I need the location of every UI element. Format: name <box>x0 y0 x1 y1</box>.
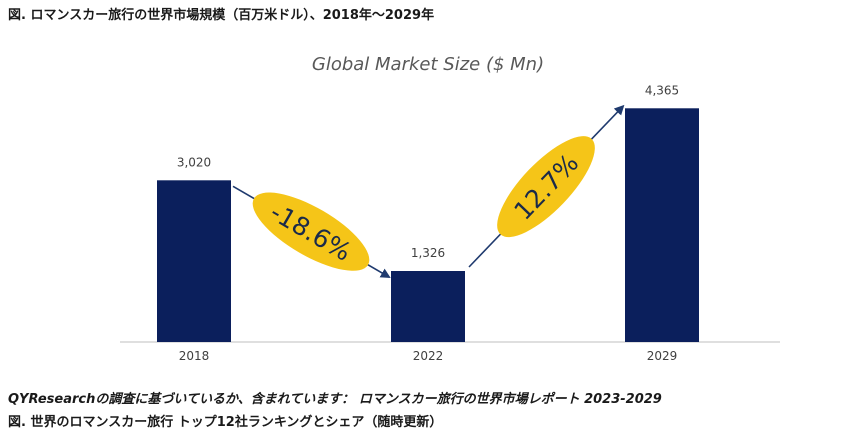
growth-ellipse-1 <box>252 192 370 271</box>
growth-ellipse-2 <box>497 136 595 238</box>
bar-2018 <box>157 180 231 342</box>
chart-title: Global Market Size ($ Mn) <box>312 54 544 75</box>
x-tick-2018: 2018 <box>179 349 210 363</box>
growth-badge-2: 12.7% <box>497 136 595 238</box>
x-tick-2029: 2029 <box>647 349 678 363</box>
growth-badge-1: -18.6% <box>252 192 370 271</box>
value-label-2029: 4,365 <box>645 83 679 97</box>
market-size-chart: Global Market Size ($ Mn) -18.6% 12.7% 3,… <box>120 54 780 363</box>
x-tick-2022: 2022 <box>413 349 444 363</box>
value-label-2018: 3,020 <box>177 155 211 169</box>
figure-caption: 図. ロマンスカー旅行の世界市場規模（百万米ドル）、2018年～2029年 <box>8 8 435 23</box>
bar-2022 <box>391 271 465 342</box>
next-figure-caption: 図. 世界のロマンスカー旅行 トップ12社ランキングとシェア（随時更新） <box>8 415 443 430</box>
source-note: QYResearchの調査に基づいているか、含まれています： ロマンスカー旅行の… <box>8 392 662 407</box>
value-label-2022: 1,326 <box>411 246 445 260</box>
bar-2029 <box>625 108 699 343</box>
